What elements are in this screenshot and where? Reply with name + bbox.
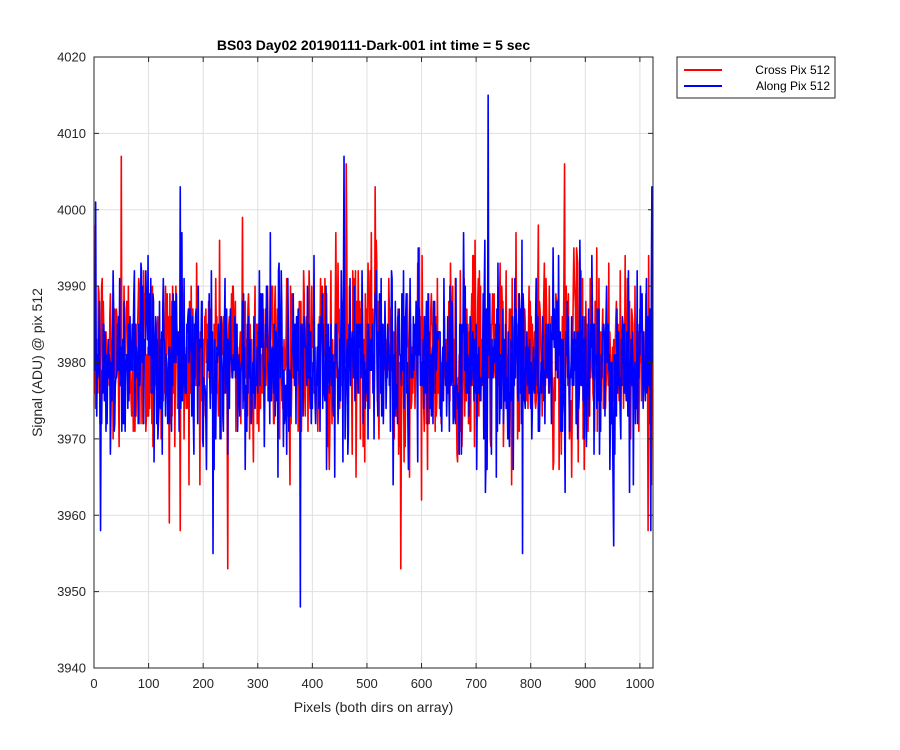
y-tick-label: 4020 <box>57 50 86 65</box>
chart-title: BS03 Day02 20190111-Dark-001 int time = … <box>217 37 530 53</box>
legend-label: Cross Pix 512 <box>755 63 830 77</box>
x-tick-label: 200 <box>192 676 214 691</box>
y-axis-label: Signal (ADU) @ pix 512 <box>29 288 45 437</box>
y-tick-label: 4010 <box>57 126 86 141</box>
y-tick-label: 3940 <box>57 661 86 676</box>
x-tick-label: 400 <box>302 676 324 691</box>
axis-ticks: 0 100 200 300 400 500 600 700 800 900 1000 3940 3950… <box>57 50 654 692</box>
x-tick-label: 1000 <box>625 676 654 691</box>
x-tick-label: 600 <box>411 676 433 691</box>
legend-label: Along Pix 512 <box>756 79 830 93</box>
y-tick-label: 3970 <box>57 431 86 446</box>
x-tick-label: 700 <box>465 676 487 691</box>
x-tick-label: 900 <box>574 676 596 691</box>
x-tick-label: 800 <box>520 676 542 691</box>
x-tick-label: 500 <box>356 676 378 691</box>
y-tick-label: 3990 <box>57 279 86 294</box>
legend: Cross Pix 512 Along Pix 512 <box>676 56 836 99</box>
y-tick-label: 3960 <box>57 508 86 523</box>
x-tick-label: 300 <box>247 676 269 691</box>
y-tick-label: 3980 <box>57 355 86 370</box>
x-axis-label: Pixels (both dirs on array) <box>294 699 454 715</box>
series-layer <box>94 94 653 608</box>
legend-box <box>676 56 836 99</box>
y-tick-label: 3950 <box>57 584 86 599</box>
series-line-1 <box>94 94 653 608</box>
x-tick-label: 100 <box>138 676 160 691</box>
y-tick-label: 4000 <box>57 202 86 217</box>
x-tick-label: 0 <box>90 676 97 691</box>
